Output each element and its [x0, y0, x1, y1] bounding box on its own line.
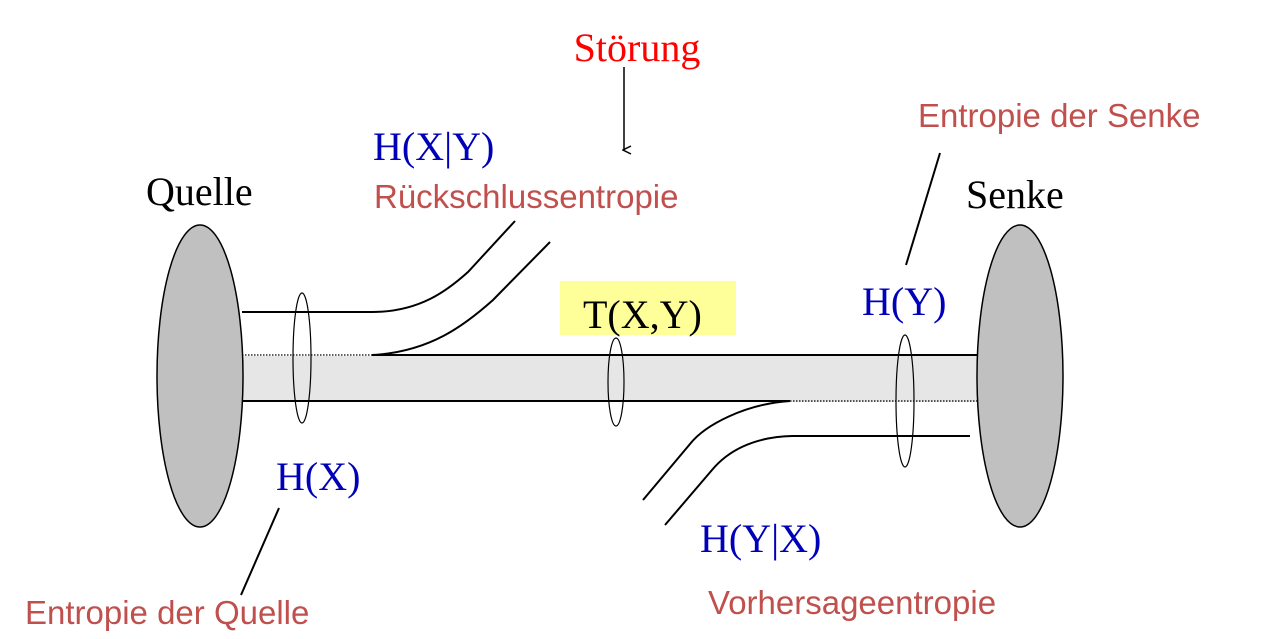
disturbance-label: Störung: [574, 25, 701, 70]
sink-entropy-label: Entropie der Senke: [918, 97, 1201, 134]
irrelevance-branch-inner: [642, 400, 791, 501]
irrelevance-branch-outer: [664, 435, 970, 526]
equivocation-branch-outer: [242, 220, 516, 313]
source-label: Quelle: [146, 169, 253, 214]
leader-sink-entropy: [905, 152, 941, 266]
h-x-label: H(X): [276, 454, 360, 499]
channel-band: [242, 356, 978, 402]
equivocation-label: Rückschlussentropie: [374, 178, 678, 215]
transinformation-highlight: [560, 281, 736, 335]
sink-label: Senke: [966, 172, 1064, 217]
ring-transinformation: [607, 337, 625, 427]
source-ellipse: [156, 224, 244, 528]
equivocation-branch-inner: [371, 241, 551, 356]
h-x-given-y-label: H(X|Y): [373, 124, 494, 169]
h-y-given-x-label: H(Y|X): [700, 516, 821, 561]
ring-source-entropy: [292, 292, 312, 424]
source-entropy-label: Entropie der Quelle: [25, 594, 309, 631]
irrelevance-label: Vorhersageentropie: [708, 584, 996, 621]
transinformation-label: T(X,Y): [583, 292, 702, 337]
leader-source-entropy: [240, 507, 280, 596]
sink-ellipse: [976, 224, 1064, 528]
ring-sink-entropy: [895, 334, 915, 468]
h-y-label: H(Y): [862, 279, 946, 324]
